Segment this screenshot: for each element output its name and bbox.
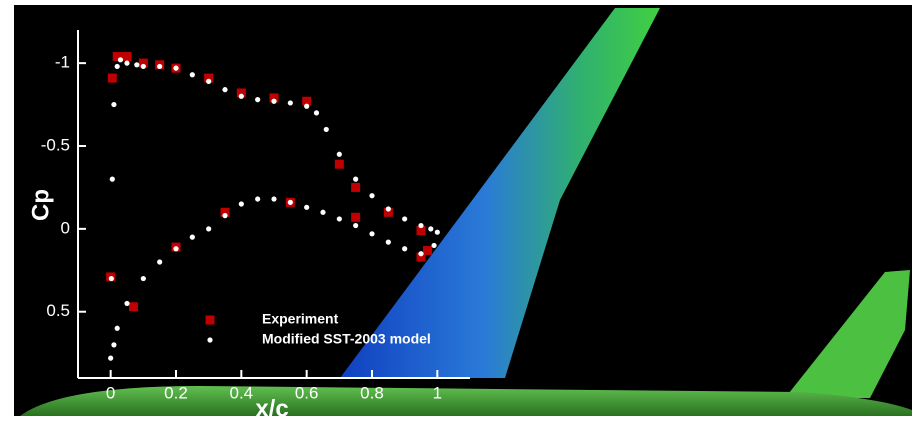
data-point [386, 206, 391, 211]
data-point [124, 61, 129, 66]
data-point [239, 201, 244, 206]
data-point [157, 259, 162, 264]
data-point [141, 276, 146, 281]
data-point [431, 243, 436, 248]
data-point [222, 87, 227, 92]
data-point [115, 326, 120, 331]
data-point [118, 57, 123, 62]
data-point [190, 72, 195, 77]
data-point [111, 102, 116, 107]
data-point [353, 223, 358, 228]
data-point [435, 230, 440, 235]
data-point [335, 160, 344, 169]
x-tick-label: 1 [433, 383, 442, 402]
data-point [418, 251, 423, 256]
data-point [111, 342, 116, 347]
y-tick-label: -1 [55, 53, 70, 72]
data-point [304, 104, 309, 109]
data-point [173, 66, 178, 71]
data-point [271, 196, 276, 201]
data-point [255, 196, 260, 201]
page: {"chart_data": {"type": "scatter", "xlab… [0, 0, 918, 421]
data-point [353, 177, 358, 182]
y-tick-label: 0 [61, 218, 70, 237]
y-tick-label: -0.5 [41, 135, 70, 154]
data-point [134, 62, 139, 67]
y-axis-label: Cp [27, 189, 54, 221]
data-point [428, 226, 433, 231]
data-point [271, 99, 276, 104]
data-point [337, 152, 342, 157]
data-point [304, 205, 309, 210]
data-point [255, 97, 260, 102]
x-tick-label: 0.8 [360, 383, 384, 402]
data-point [369, 231, 374, 236]
data-point [314, 110, 319, 115]
x-tick-label: 0.6 [295, 383, 319, 402]
data-point [123, 52, 132, 61]
x-tick-label: 0 [106, 383, 115, 402]
data-point [141, 64, 146, 69]
data-point [369, 193, 374, 198]
legend-marker [207, 337, 212, 342]
y-tick-label: 0.5 [46, 301, 70, 320]
data-point [124, 301, 129, 306]
data-point [418, 223, 423, 228]
data-point [222, 213, 227, 218]
data-point [402, 246, 407, 251]
legend-label: Experiment [262, 311, 339, 327]
data-point [320, 210, 325, 215]
data-point [239, 94, 244, 99]
data-point [324, 127, 329, 132]
data-point [110, 177, 115, 182]
data-point [206, 79, 211, 84]
data-point [206, 226, 211, 231]
data-point [351, 183, 360, 192]
x-tick-label: 0.2 [164, 383, 188, 402]
data-point [337, 216, 342, 221]
data-point [288, 200, 293, 205]
x-axis-label: x/c [255, 395, 288, 421]
x-tick-label: 0.4 [230, 383, 254, 402]
data-point [129, 302, 138, 311]
data-point [402, 216, 407, 221]
data-point [288, 100, 293, 105]
legend-marker [206, 316, 215, 325]
data-point [386, 240, 391, 245]
data-point [108, 356, 113, 361]
data-point [351, 213, 360, 222]
data-point [157, 64, 162, 69]
data-point [115, 64, 120, 69]
chart: x/c Cp -1 -0.5 0 0.5 0 0.2 0.4 0.6 0.8 1 Experimen… [0, 0, 918, 421]
legend-label: Modified SST-2003 model [262, 331, 431, 347]
data-point [190, 235, 195, 240]
data-point [173, 246, 178, 251]
data-point [108, 74, 117, 83]
data-point [109, 276, 114, 281]
